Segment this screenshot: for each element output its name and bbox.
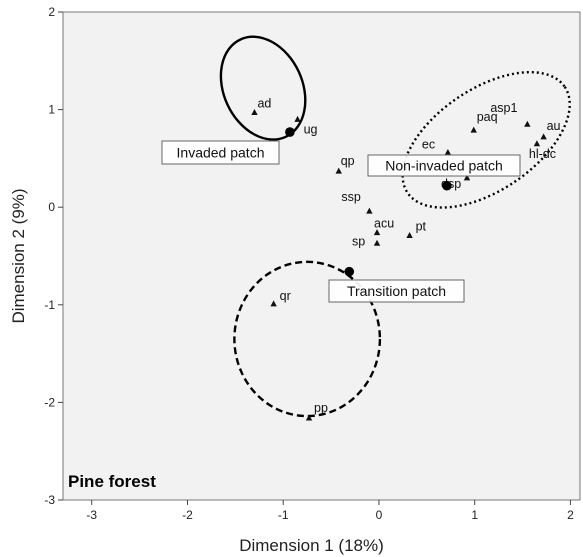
group-label: Invaded patch bbox=[177, 145, 265, 161]
species-point-qp bbox=[335, 167, 342, 174]
x-tick-label: 0 bbox=[376, 508, 383, 522]
axes: -3 -2 -1 0 1 2 -3 -2 -1 0 1 2 bbox=[44, 5, 574, 522]
species-label-qp: qp bbox=[341, 154, 355, 168]
species-label-pt: pt bbox=[416, 220, 427, 234]
species-label-paq: paq bbox=[477, 110, 498, 124]
species-point-ad bbox=[251, 109, 258, 116]
group-centroid bbox=[285, 127, 295, 137]
x-tick-label: -3 bbox=[86, 508, 97, 522]
species-point-ec bbox=[444, 149, 452, 156]
group-label-box bbox=[328, 279, 465, 303]
species-point-acu bbox=[373, 229, 381, 236]
species-label-asp1: asp1 bbox=[490, 101, 517, 115]
species-point-paq bbox=[470, 126, 477, 133]
group-label-box bbox=[367, 154, 521, 177]
y-tick-label: 1 bbox=[48, 103, 55, 117]
group-centroids: Invaded patch Non-invaded patch Transition… bbox=[161, 127, 521, 303]
group-ellipse-dotted bbox=[401, 70, 571, 209]
group-centroid bbox=[442, 180, 452, 191]
species-label-sp: sp bbox=[352, 234, 365, 248]
species-label-ec: ec bbox=[422, 138, 435, 152]
species-label-pp: pp bbox=[314, 401, 328, 415]
group-label: Non-invaded patch bbox=[385, 158, 503, 174]
species-point-ug bbox=[294, 115, 301, 122]
y-tick-label: 2 bbox=[48, 5, 55, 19]
species-point-hl-dc bbox=[533, 140, 541, 147]
group-ellipse-solid bbox=[219, 35, 307, 141]
group-label-box bbox=[161, 140, 280, 165]
species-label-au: au bbox=[547, 119, 561, 133]
species-point-ssp bbox=[366, 207, 373, 214]
species-point-pt bbox=[406, 232, 413, 239]
y-tick-label: -1 bbox=[44, 298, 55, 312]
species-label-ug: ug bbox=[304, 122, 318, 136]
x-tick-label: -2 bbox=[182, 508, 193, 522]
x-tick-label: -1 bbox=[278, 508, 289, 522]
species-point-dsp bbox=[463, 174, 471, 181]
species-point-sp bbox=[373, 239, 381, 246]
plot-area bbox=[62, 11, 581, 501]
species-label-hl-dc: hl-dc bbox=[529, 147, 556, 161]
x-tick-label: 2 bbox=[567, 508, 574, 522]
species-point-au bbox=[540, 133, 547, 140]
group-ellipse-dashed bbox=[233, 260, 382, 418]
species-point-qr bbox=[270, 300, 277, 307]
species-point-pp bbox=[305, 414, 313, 421]
species-label-qr: qr bbox=[280, 289, 291, 303]
species-label-acu: acu bbox=[374, 217, 394, 231]
x-axis-title: Dimension 1 (18%) bbox=[239, 536, 384, 555]
y-tick-label: 0 bbox=[48, 200, 55, 214]
group-label: Transition patch bbox=[347, 283, 446, 299]
species-label-ad: ad bbox=[257, 97, 271, 111]
group-ellipses bbox=[219, 35, 571, 418]
species-label-ssp: ssp bbox=[341, 190, 361, 204]
y-axis-title: Dimension 2 (9%) bbox=[9, 188, 28, 323]
x-tick-label: 1 bbox=[471, 508, 478, 522]
panel-label: Pine forest bbox=[68, 472, 156, 491]
group-centroid bbox=[344, 266, 355, 277]
y-tick-label: -3 bbox=[44, 493, 55, 507]
species-point-asp1 bbox=[524, 120, 531, 127]
y-tick-label: -2 bbox=[44, 395, 55, 409]
